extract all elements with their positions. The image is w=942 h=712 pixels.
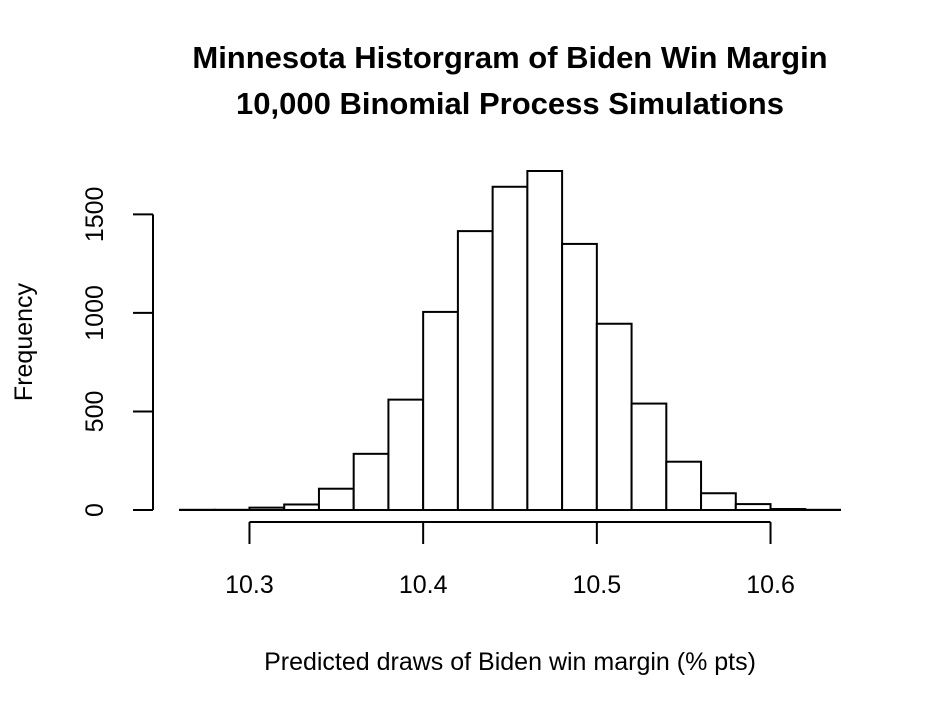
- y-tick-label: 500: [81, 391, 109, 433]
- histogram-bar: [526, 170, 564, 511]
- histogram-bar: [491, 185, 529, 511]
- y-axis: 0 500 1000 1500: [81, 187, 154, 517]
- x-tick-label: 10.4: [399, 571, 448, 599]
- histogram-bar: [700, 492, 737, 512]
- histogram-bar: [665, 460, 703, 512]
- histogram-bar: [283, 503, 320, 511]
- histogram-bar: [352, 452, 390, 512]
- histogram-bar: [422, 310, 459, 511]
- y-axis-label: Frequency: [10, 282, 38, 401]
- chart-title: Minnesota Historgram of Biden Win Margin: [192, 40, 827, 75]
- histogram-bar: [561, 242, 598, 512]
- bars-group: [179, 170, 842, 512]
- chart-subtitle: 10,000 Binomial Process Simulations: [236, 86, 784, 121]
- histogram-bar: [734, 503, 772, 512]
- histogram-bar: [387, 398, 425, 511]
- histogram-bar: [317, 487, 355, 512]
- histogram-bar: [630, 402, 668, 511]
- histogram-bar: [456, 230, 494, 511]
- y-tick-label: 1000: [81, 285, 109, 341]
- y-tick-label: 1500: [81, 187, 109, 243]
- x-tick-label: 10.6: [746, 571, 795, 599]
- x-tick-label: 10.3: [225, 571, 274, 599]
- x-axis: 10.3 10.4 10.5 10.6: [225, 521, 795, 599]
- y-tick-label: 0: [81, 503, 109, 517]
- x-axis-label: Predicted draws of Biden win margin (% p…: [264, 648, 756, 676]
- histogram-bar: [769, 508, 807, 511]
- histogram-bar: [595, 322, 633, 512]
- x-tick-label: 10.5: [573, 571, 622, 599]
- histogram-bar: [248, 506, 286, 512]
